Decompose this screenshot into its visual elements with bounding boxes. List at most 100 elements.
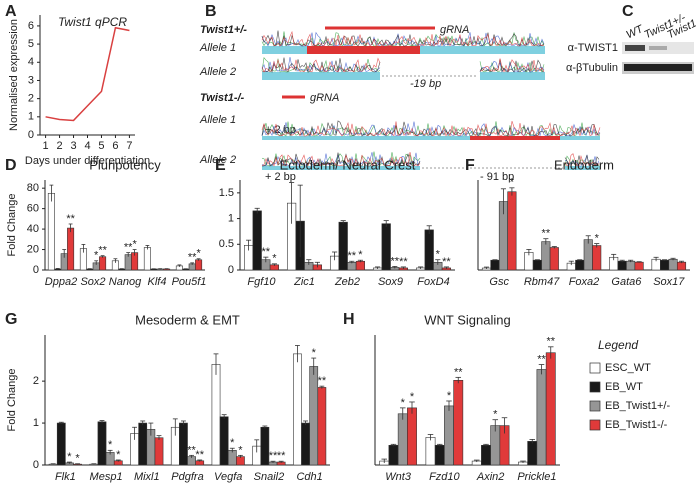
x-tick-label: 5 <box>98 140 104 152</box>
significance: * <box>447 390 452 402</box>
bar <box>527 441 538 466</box>
bar <box>252 210 262 271</box>
trace <box>261 121 601 137</box>
x-tick-label: Rbm47 <box>524 276 560 288</box>
y-tick-label: 0 <box>228 264 234 276</box>
y-tick-label: 0 <box>28 129 34 141</box>
bar <box>347 261 357 271</box>
y-tick-label: 40 <box>27 223 39 235</box>
x-tick-label: 3 <box>70 140 76 152</box>
bar <box>507 191 517 271</box>
bar <box>301 422 310 466</box>
bar <box>97 421 107 466</box>
bar <box>99 256 107 271</box>
y-tick-label: 4 <box>28 56 34 68</box>
x-tick-label: Fzd10 <box>429 471 460 483</box>
y-axis-label: Fold Change <box>6 194 18 257</box>
significance: * <box>67 451 72 463</box>
x-tick-label: Pou5f1 <box>172 276 207 288</box>
legend-swatch <box>589 419 601 431</box>
bar <box>143 247 151 271</box>
significance: ** <box>391 255 400 267</box>
x-tick-label: 6 <box>112 140 118 152</box>
significance: * <box>358 249 363 261</box>
line <box>45 26 130 122</box>
y-tick-label: 1 <box>28 111 34 123</box>
chart-title: Twist1 qPCR <box>58 15 127 29</box>
y-tick-label: 2 <box>28 93 34 105</box>
bar <box>154 437 164 466</box>
panel-b: B Twist1+/- gRNA Allele 1 Allele 2 -19 b… <box>199 3 601 183</box>
bar <box>634 261 644 271</box>
y-tick-label: 80 <box>27 182 39 194</box>
x-tick-label: Mesp1 <box>90 471 123 483</box>
legend-label: ESC_WT <box>605 362 651 374</box>
bar <box>592 245 602 271</box>
sequence-bar <box>480 72 545 80</box>
panel-letter: C <box>622 3 634 20</box>
x-tick-label: Mixl1 <box>134 471 160 483</box>
trace <box>479 58 545 73</box>
bar <box>219 416 229 466</box>
genotype-label: Twist1-/- <box>200 92 245 104</box>
y-tick-label: 0.5 <box>219 238 234 250</box>
x-tick-label: Wnt3 <box>385 471 412 483</box>
trace <box>261 57 381 73</box>
y-tick-label: 6 <box>28 20 34 32</box>
chart-title: WNT Signaling <box>424 312 510 327</box>
significance: ** <box>546 336 555 348</box>
panel-letter: B <box>205 3 217 20</box>
legend-label: EB_Twist1+/- <box>605 400 670 412</box>
trace <box>261 151 421 167</box>
panel-letter: F <box>465 157 475 174</box>
bar <box>195 259 203 271</box>
significance: ** <box>399 256 408 268</box>
x-axis-label: Days under differentiation <box>25 155 150 167</box>
x-tick-label: Flk1 <box>55 471 76 483</box>
grna-label: gRNA <box>310 92 339 104</box>
bar <box>338 221 348 271</box>
y-tick-label: 20 <box>27 243 39 255</box>
sequence-bar <box>262 166 420 170</box>
significance: ** <box>195 449 204 461</box>
grna-label: gRNA <box>440 24 469 36</box>
x-tick-label: Dppa2 <box>45 276 77 288</box>
bar <box>211 364 221 466</box>
bar <box>575 259 585 271</box>
x-tick-label: Prickle1 <box>517 471 556 483</box>
bar <box>453 380 464 466</box>
bar <box>407 407 417 466</box>
significance: * <box>410 391 415 403</box>
significance: * <box>401 397 406 409</box>
significance: ** <box>348 250 357 262</box>
trace <box>479 58 545 73</box>
bar <box>309 366 319 466</box>
band <box>624 64 692 71</box>
trace <box>261 30 545 47</box>
x-tick-label: Zeb2 <box>334 276 360 288</box>
significance: ** <box>537 353 546 365</box>
x-tick-label: Gsc <box>489 276 509 288</box>
bar <box>532 259 542 271</box>
chart-title: Mesoderm & EMT <box>135 312 240 327</box>
bar <box>260 426 270 466</box>
legend-label: EB_Twist1-/- <box>605 419 668 431</box>
trace <box>479 60 545 73</box>
significance: ** <box>318 375 327 387</box>
x-tick-label: Cdh1 <box>296 471 322 483</box>
trace <box>261 57 381 73</box>
panel-letter: H <box>343 311 355 328</box>
significance: * <box>238 444 243 456</box>
x-tick-label: Snail2 <box>254 471 285 483</box>
panel-letter: A <box>5 3 17 20</box>
significance: * <box>196 248 201 260</box>
panel-letter: E <box>215 157 226 174</box>
bar <box>67 227 75 271</box>
significance: ** <box>124 242 133 254</box>
x-tick-label: Vegfa <box>214 471 242 483</box>
bar <box>47 192 55 271</box>
legend-swatch <box>589 400 601 412</box>
chart-title: Ectoderm/ Neural Crest <box>280 157 416 172</box>
